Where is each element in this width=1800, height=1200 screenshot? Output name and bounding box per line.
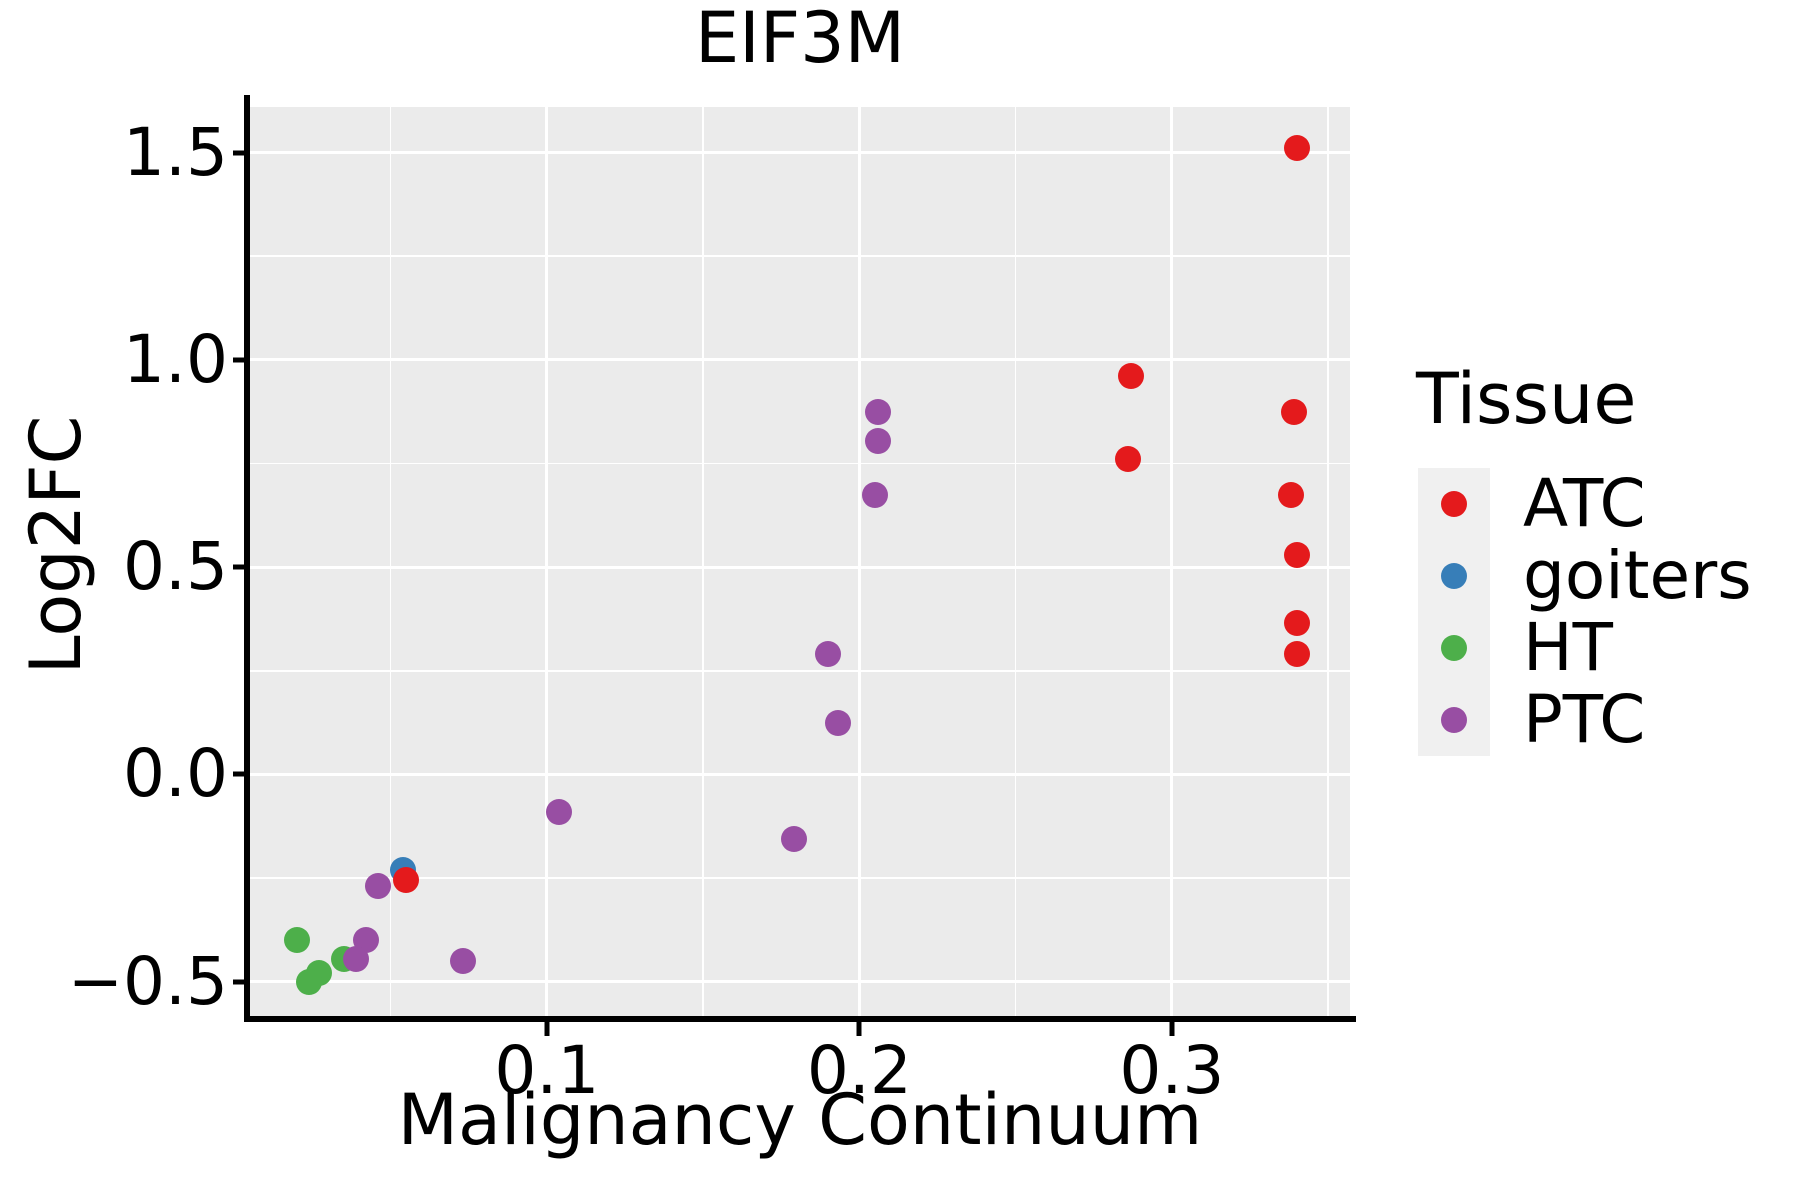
y-tick-mark bbox=[233, 564, 247, 570]
data-point-PTC bbox=[862, 481, 888, 508]
legend-items: ATC goiters HT PTC bbox=[1418, 468, 1752, 756]
legend-entry-label: PTC bbox=[1523, 681, 1646, 758]
x-axis-line bbox=[244, 1016, 1356, 1022]
minor-gridline-x bbox=[702, 107, 704, 1019]
x-axis-label: Malignancy Continuum bbox=[397, 1079, 1203, 1161]
y-tick-label: 0.5 bbox=[123, 528, 228, 606]
minor-gridline-x bbox=[1014, 107, 1017, 1019]
y-tick-label: 0.0 bbox=[123, 735, 228, 813]
y-tick-mark bbox=[233, 979, 247, 985]
data-point-PTC bbox=[449, 947, 476, 974]
major-gridline-y bbox=[250, 151, 1350, 155]
legend-key bbox=[1418, 684, 1490, 756]
major-gridline-y bbox=[250, 772, 1350, 776]
y-tick-mark bbox=[233, 357, 247, 363]
y-tick-label: 1.5 bbox=[123, 113, 228, 191]
data-point-ATC bbox=[393, 867, 420, 894]
x-tick-mark bbox=[1169, 1022, 1175, 1036]
plot-panel bbox=[250, 107, 1350, 1019]
data-point-PTC bbox=[865, 427, 892, 454]
legend-key bbox=[1418, 540, 1490, 612]
y-tick-mark bbox=[233, 150, 247, 156]
x-tick-label: 0.2 bbox=[806, 1032, 912, 1109]
minor-gridline-y bbox=[250, 670, 1350, 672]
data-point-ATC bbox=[1118, 363, 1145, 390]
legend-swatch-icon bbox=[1441, 563, 1467, 589]
legend-entry-PTC: PTC bbox=[1418, 684, 1752, 756]
major-gridline-y bbox=[250, 980, 1350, 984]
data-point-HT bbox=[283, 927, 310, 954]
major-gridline-y bbox=[250, 358, 1350, 362]
major-gridline-x bbox=[857, 107, 861, 1019]
legend-swatch-icon bbox=[1441, 491, 1467, 517]
legend-entry-label: ATC bbox=[1523, 465, 1646, 542]
data-point-PTC bbox=[546, 798, 573, 825]
data-point-PTC bbox=[365, 873, 392, 900]
y-tick-label: 1.0 bbox=[123, 320, 228, 398]
data-point-HT bbox=[296, 968, 323, 995]
data-point-PTC bbox=[343, 945, 370, 972]
data-point-PTC bbox=[780, 825, 807, 852]
x-tick-mark bbox=[856, 1022, 862, 1036]
y-axis-label: Log2FC bbox=[15, 415, 97, 675]
legend-swatch-icon bbox=[1441, 707, 1467, 733]
minor-gridline-x bbox=[1327, 107, 1329, 1019]
minor-gridline-x bbox=[389, 107, 392, 1019]
minor-gridline-y bbox=[250, 462, 1350, 465]
x-tick-label: 0.1 bbox=[494, 1032, 600, 1109]
data-point-ATC bbox=[1283, 641, 1310, 668]
data-point-ATC bbox=[1283, 541, 1310, 568]
legend-entry-goiters: goiters bbox=[1418, 540, 1752, 612]
legend-key bbox=[1418, 468, 1490, 540]
x-tick-label: 0.3 bbox=[1119, 1032, 1225, 1109]
data-point-PTC bbox=[815, 641, 842, 668]
major-gridline-y bbox=[250, 565, 1350, 569]
legend-entry-ATC: ATC bbox=[1418, 468, 1752, 540]
data-point-PTC bbox=[865, 398, 892, 425]
legend-entry-label: HT bbox=[1523, 609, 1613, 686]
legend-title: Tissue bbox=[1416, 358, 1637, 440]
data-point-ATC bbox=[1283, 610, 1310, 637]
data-point-PTC bbox=[824, 709, 851, 736]
legend-key bbox=[1418, 612, 1490, 684]
y-tick-mark bbox=[233, 771, 247, 777]
legend-entry-HT: HT bbox=[1418, 612, 1752, 684]
plot-title: EIF3M bbox=[694, 0, 906, 79]
legend-entry-label: goiters bbox=[1523, 537, 1752, 614]
legend: Tissue ATC goiters HT PTC bbox=[1416, 358, 1752, 756]
minor-gridline-y bbox=[250, 877, 1350, 879]
data-point-ATC bbox=[1115, 446, 1142, 473]
major-gridline-x bbox=[1170, 107, 1174, 1019]
minor-gridline-y bbox=[250, 255, 1350, 257]
major-gridline-x bbox=[545, 107, 549, 1019]
y-axis-line bbox=[244, 95, 250, 1022]
x-tick-mark bbox=[544, 1022, 550, 1036]
data-point-ATC bbox=[1280, 398, 1307, 425]
y-tick-label: −0.5 bbox=[67, 942, 228, 1020]
data-point-ATC bbox=[1283, 135, 1310, 162]
data-point-ATC bbox=[1277, 481, 1304, 508]
legend-swatch-icon bbox=[1441, 635, 1467, 661]
